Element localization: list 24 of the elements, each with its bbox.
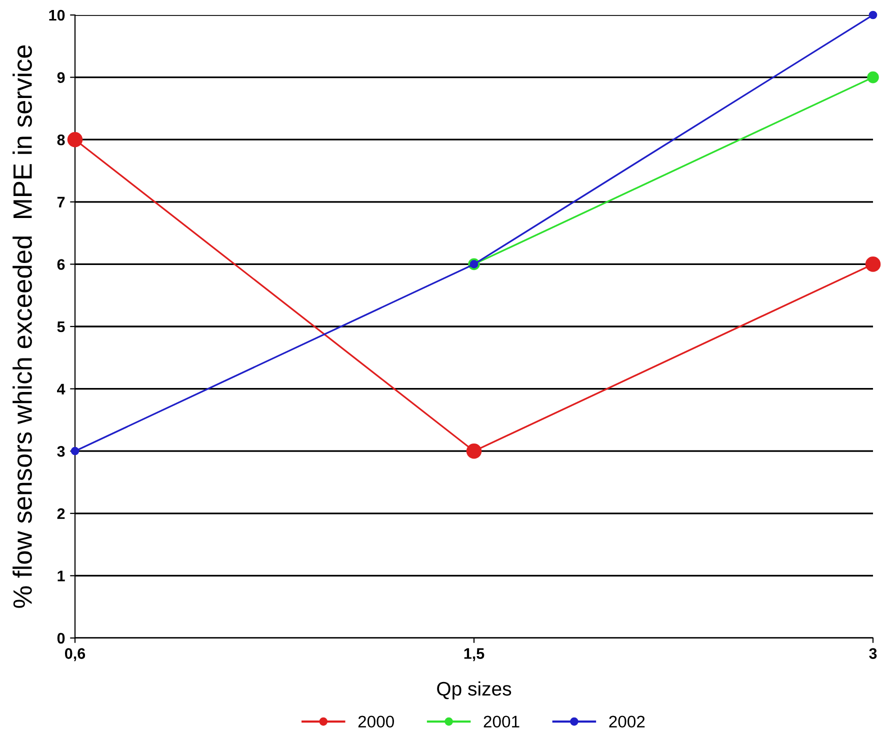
legend-label: 2001 <box>484 716 520 728</box>
y-tick-label: 9 <box>57 72 65 83</box>
y-tick-label: 5 <box>57 322 65 332</box>
point <box>466 443 482 459</box>
y-tick-label: 7 <box>57 196 65 208</box>
point <box>865 256 881 272</box>
y-tick-label: 4 <box>57 384 66 394</box>
point <box>67 132 83 148</box>
y-tick-label: 6 <box>57 259 65 270</box>
y-tick-label: 8 <box>57 134 65 146</box>
legend-label: 2002 <box>609 716 645 728</box>
y-axis-title: % flow sensors which exceeded MPE in service <box>12 45 32 608</box>
x-tick-label: 0,6 <box>64 648 86 662</box>
y-tick-label: 1 <box>58 570 65 582</box>
y-tick-label: 3 <box>57 446 65 457</box>
x-tick-label: 3 <box>869 648 877 659</box>
x-tick-label: 1,5 <box>464 648 484 662</box>
y-tick-label: 0 <box>57 632 65 644</box>
y-tick-label: 2 <box>57 508 65 519</box>
point <box>868 10 878 20</box>
y-tick-label: 10 <box>49 10 65 21</box>
legend-label: 2000 <box>358 716 394 728</box>
point <box>867 71 879 84</box>
x-axis-title: Qp sizes <box>437 681 512 700</box>
